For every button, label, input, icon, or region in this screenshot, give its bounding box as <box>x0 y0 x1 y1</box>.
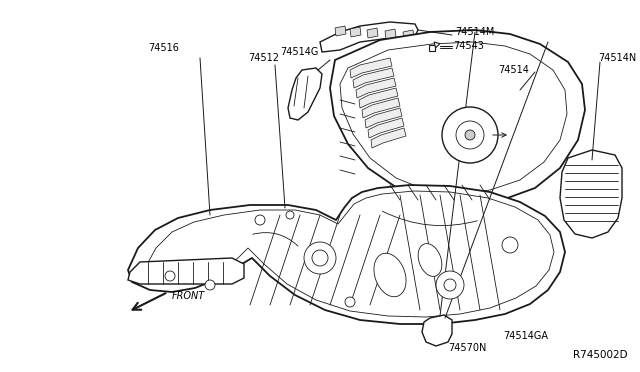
Text: 74514: 74514 <box>498 65 529 75</box>
Polygon shape <box>359 88 398 108</box>
Polygon shape <box>320 22 418 52</box>
Polygon shape <box>330 30 585 206</box>
Polygon shape <box>128 258 244 284</box>
Polygon shape <box>350 27 361 37</box>
Circle shape <box>442 107 498 163</box>
Text: 74514N: 74514N <box>598 53 636 63</box>
Polygon shape <box>288 68 322 120</box>
Polygon shape <box>356 78 396 98</box>
Circle shape <box>312 250 328 266</box>
Polygon shape <box>371 128 406 148</box>
Polygon shape <box>128 185 565 324</box>
Polygon shape <box>368 118 404 138</box>
Circle shape <box>465 130 475 140</box>
Polygon shape <box>560 150 622 238</box>
Polygon shape <box>145 191 554 317</box>
Polygon shape <box>385 29 396 39</box>
Circle shape <box>255 215 265 225</box>
Circle shape <box>205 280 215 290</box>
Polygon shape <box>365 108 402 128</box>
Circle shape <box>502 237 518 253</box>
Text: 74516: 74516 <box>148 43 179 53</box>
Circle shape <box>345 297 355 307</box>
Text: 74543: 74543 <box>453 41 484 51</box>
Circle shape <box>456 121 484 149</box>
Text: R745002D: R745002D <box>573 350 628 360</box>
Ellipse shape <box>374 253 406 297</box>
Polygon shape <box>350 58 392 78</box>
Text: 74514G: 74514G <box>280 47 318 57</box>
Polygon shape <box>422 315 452 346</box>
Text: FRONT: FRONT <box>172 291 205 301</box>
Text: 74512: 74512 <box>248 53 279 63</box>
Text: 74514M: 74514M <box>455 27 494 37</box>
Ellipse shape <box>418 244 442 276</box>
Text: 74570N: 74570N <box>448 343 486 353</box>
Circle shape <box>286 211 294 219</box>
Polygon shape <box>362 98 400 118</box>
Polygon shape <box>403 30 414 40</box>
Polygon shape <box>353 68 394 88</box>
Circle shape <box>165 271 175 281</box>
Polygon shape <box>367 28 378 38</box>
Text: 74514GA: 74514GA <box>503 331 548 341</box>
Circle shape <box>436 271 464 299</box>
Polygon shape <box>340 42 567 194</box>
Circle shape <box>304 242 336 274</box>
Circle shape <box>444 279 456 291</box>
Polygon shape <box>335 26 346 36</box>
